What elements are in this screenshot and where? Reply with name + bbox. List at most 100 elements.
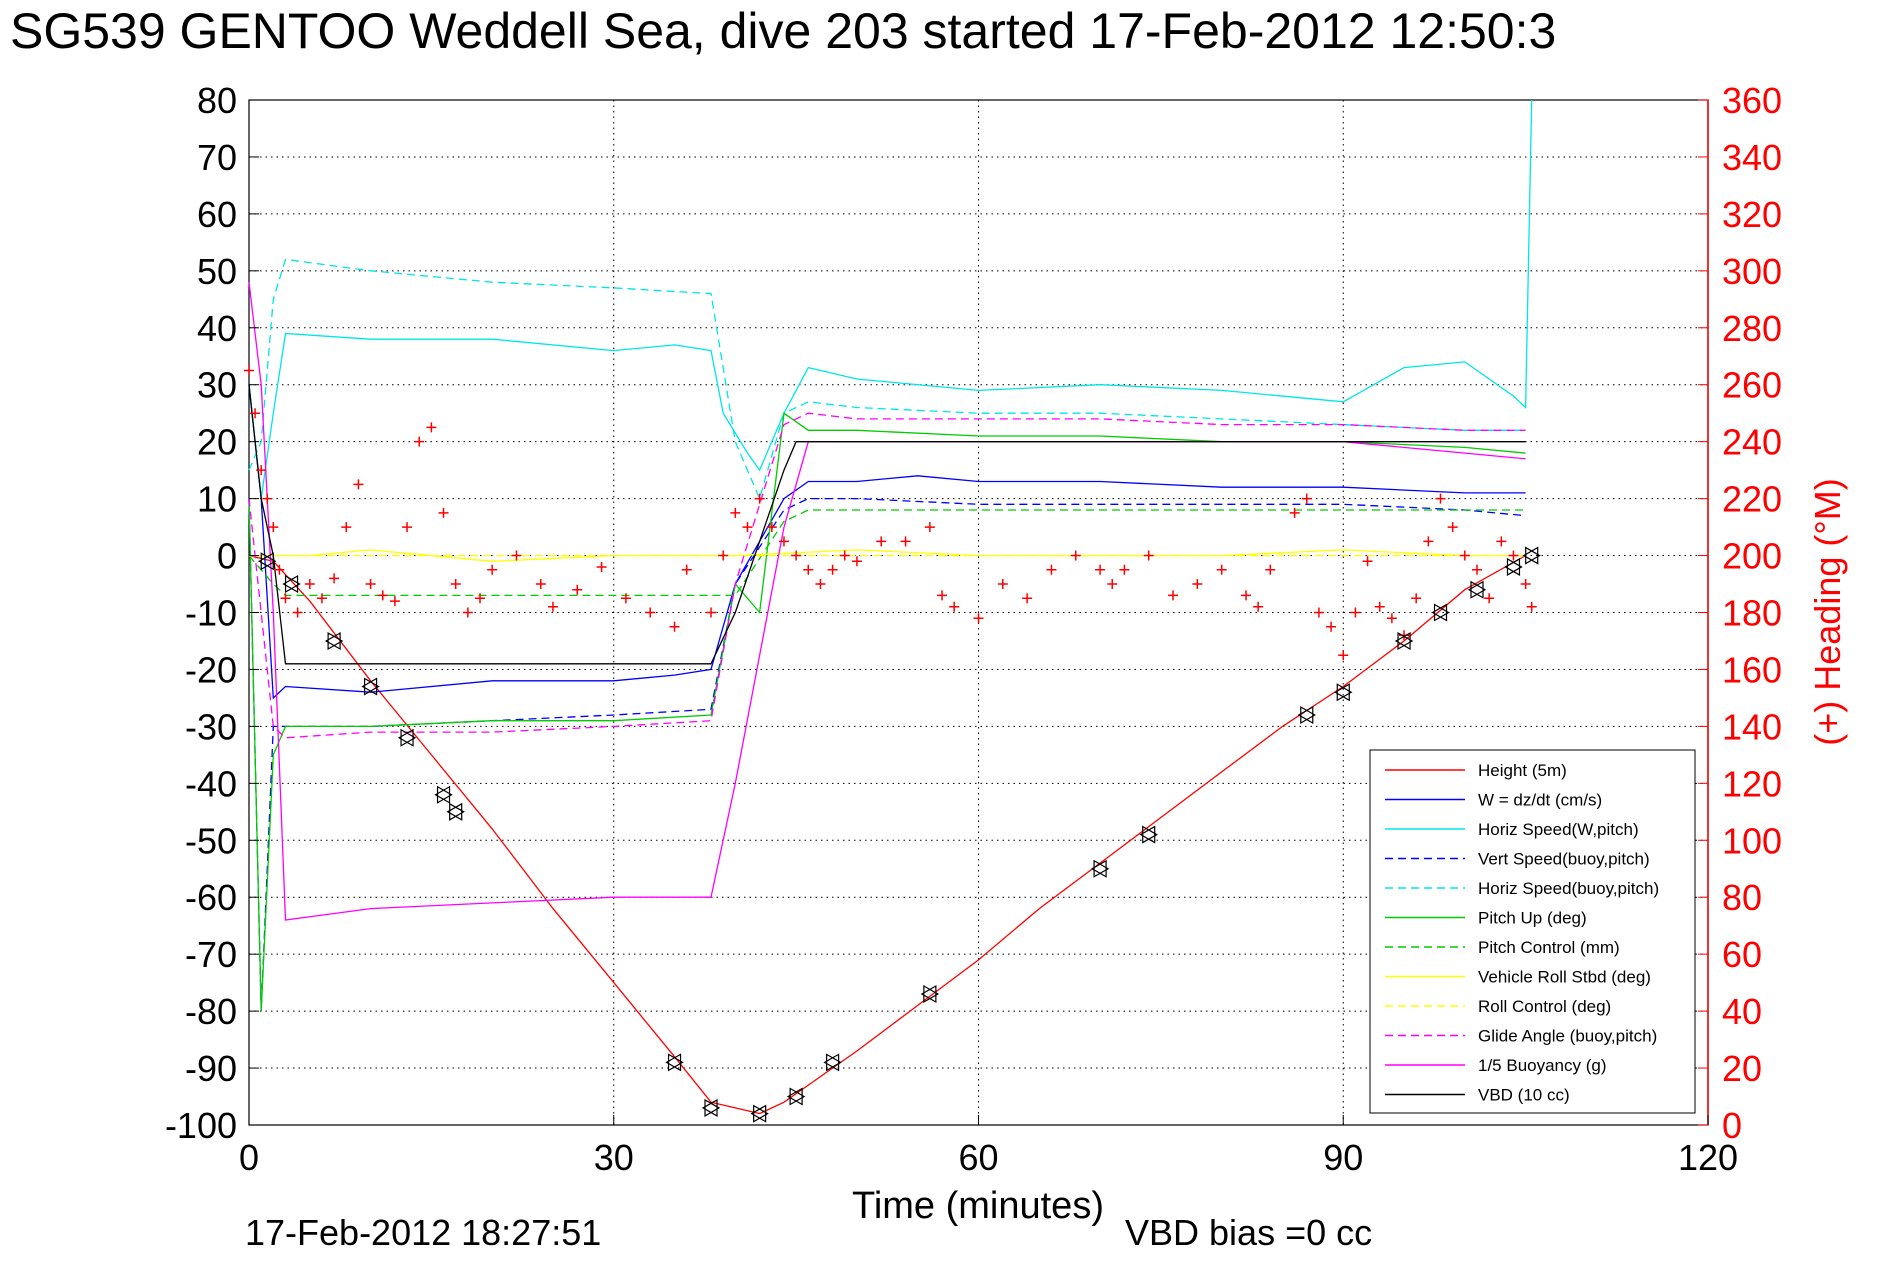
heading-point — [1484, 593, 1495, 604]
heading-point — [1095, 564, 1106, 575]
heading-point — [353, 479, 364, 490]
heading-point — [316, 593, 327, 604]
y-tick-label: 70 — [197, 137, 237, 178]
heading-point — [1070, 550, 1081, 561]
series-line-4 — [248, 258, 1526, 501]
legend-label: 1/5 Buoyancy (g) — [1478, 1056, 1607, 1075]
depth-marker — [750, 1104, 769, 1123]
series-line-3 — [248, 497, 1526, 1012]
heading-point — [1435, 493, 1446, 504]
depth-marker — [324, 631, 344, 651]
y-tick-label: -60 — [185, 877, 237, 918]
heading-point — [839, 550, 850, 561]
heading-point — [450, 579, 461, 590]
heading-point — [596, 561, 607, 572]
y2-tick-label: 280 — [1722, 308, 1782, 349]
heading-point — [1313, 607, 1324, 618]
heading-point — [827, 564, 838, 575]
heading-point — [766, 522, 777, 533]
heading-point — [620, 593, 631, 604]
heading-point — [389, 596, 400, 607]
heading-point — [924, 522, 935, 533]
x-tick-label: 0 — [239, 1137, 259, 1178]
heading-point — [256, 465, 267, 476]
marker-layer — [258, 546, 1541, 1123]
y-tick-label: -30 — [185, 706, 237, 747]
depth-marker — [282, 574, 301, 594]
y2-axis-label: (+) Heading (°M) — [1807, 478, 1848, 745]
footer-timestamp: 17-Feb-2012 18:27:51 — [245, 1212, 601, 1253]
heading-point — [997, 579, 1008, 590]
legend-box — [1369, 749, 1696, 1114]
heading-point — [1119, 564, 1130, 575]
y-tick-label: 0 — [217, 536, 237, 577]
depth-marker — [823, 1053, 842, 1072]
heading-point — [1265, 564, 1276, 575]
heading-point — [1508, 550, 1519, 561]
depth-marker — [786, 1087, 806, 1106]
heading-point — [1496, 536, 1507, 547]
x-tick-label: 90 — [1323, 1137, 1363, 1178]
depth-marker — [1504, 557, 1523, 576]
heading-point — [1326, 621, 1337, 632]
y2-tick-label: 360 — [1722, 80, 1782, 121]
x-tick-label: 60 — [958, 1137, 998, 1178]
heading-point — [438, 507, 449, 518]
y2-axis-ticks: 3603403203002802602402202001801601401201… — [1698, 80, 1782, 1146]
y2-tick-label: 20 — [1722, 1048, 1762, 1089]
y2-tick-label: 140 — [1722, 706, 1782, 747]
y2-tick-label: 80 — [1722, 877, 1762, 918]
depth-marker — [434, 785, 453, 804]
heading-point — [268, 522, 279, 533]
series-line-10 — [248, 282, 1526, 921]
depth-marker — [258, 552, 277, 571]
heading-point — [414, 436, 425, 447]
series-line-7 — [249, 549, 1526, 562]
y2-tick-label: 320 — [1722, 194, 1782, 235]
depth-marker — [1139, 825, 1158, 844]
heading-point — [1143, 550, 1154, 561]
heading-point — [1374, 601, 1385, 612]
heading-point — [778, 536, 789, 547]
heading-point — [1338, 650, 1349, 661]
legend-label: Horiz Speed(buoy,pitch) — [1478, 879, 1659, 898]
series-line-6 — [248, 509, 1526, 597]
heading-point — [851, 556, 862, 567]
heading-point — [304, 579, 315, 590]
heading-point — [730, 507, 741, 518]
heading-point — [1526, 601, 1537, 612]
y2-tick-label: 260 — [1722, 365, 1782, 406]
y-tick-label: -20 — [185, 649, 237, 690]
heading-point — [1046, 564, 1057, 575]
heading-point — [791, 550, 802, 561]
heading-point — [1301, 493, 1312, 504]
legend-label: W = dz/dt (cm/s) — [1478, 791, 1602, 810]
y2-tick-label: 100 — [1722, 820, 1782, 861]
heading-point — [681, 564, 692, 575]
heading-point — [1192, 579, 1203, 590]
legend-label: Height (5m) — [1478, 761, 1567, 780]
depth-marker — [920, 984, 940, 1004]
heading-point — [718, 550, 729, 561]
y2-tick-label: 180 — [1722, 593, 1782, 634]
depth-marker — [1431, 603, 1450, 622]
x-tick-label: 30 — [594, 1137, 634, 1178]
heading-point — [1386, 613, 1397, 624]
y-tick-label: 50 — [197, 251, 237, 292]
heading-point — [341, 522, 352, 533]
heading-point — [244, 365, 254, 376]
heading-point — [250, 408, 261, 419]
heading-point — [280, 593, 291, 604]
y-tick-label: 30 — [197, 365, 237, 406]
y2-tick-label: 160 — [1722, 649, 1782, 690]
y2-tick-label: 200 — [1722, 536, 1782, 577]
heading-point — [262, 493, 273, 504]
heading-point — [1168, 590, 1179, 601]
heading-point — [742, 522, 753, 533]
heading-point — [876, 536, 887, 547]
chart-title: SG539 GENTOO Weddell Sea, dive 203 start… — [10, 3, 1556, 59]
series-line-5 — [248, 412, 1526, 1012]
y2-tick-label: 220 — [1722, 479, 1782, 520]
depth-marker — [1334, 683, 1353, 702]
x-tick-label: 120 — [1678, 1137, 1738, 1178]
